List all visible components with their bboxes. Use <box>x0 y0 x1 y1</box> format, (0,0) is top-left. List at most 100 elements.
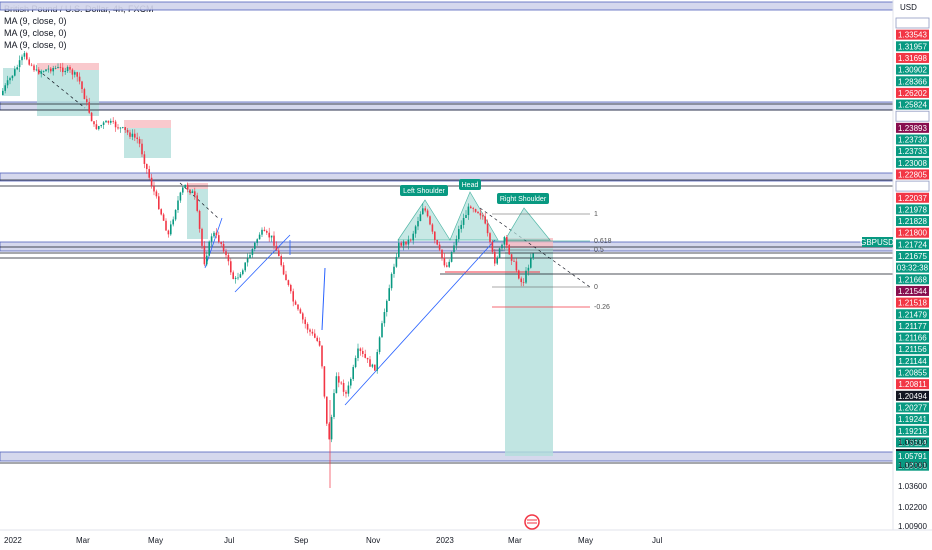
candle-body <box>62 67 64 73</box>
candle-body <box>460 224 462 230</box>
price-tag: 1.21166 <box>898 334 927 343</box>
candle-body <box>189 189 191 194</box>
candle-body <box>410 239 412 241</box>
trade-box-profit-1 <box>3 68 20 96</box>
price-tag: 1.21479 <box>898 310 927 319</box>
candle-body <box>69 67 71 70</box>
price-tag-bg <box>896 425 929 436</box>
price-ticks: 1.06500 1.05000 1.03600 1.02200 1.00900 <box>898 438 927 531</box>
trendline <box>204 217 223 269</box>
price-tag: 03:32:38 <box>897 264 929 273</box>
price-tag-bg <box>896 146 929 157</box>
candle-body <box>42 71 45 73</box>
price-tag-bg <box>895 110 930 122</box>
price-tag: 1.20494 <box>898 392 927 401</box>
candle-body <box>107 120 110 123</box>
candle-body <box>383 312 386 324</box>
candle-body <box>443 257 446 266</box>
candle-body <box>124 127 126 131</box>
time-tick-label: May <box>578 536 593 545</box>
candle-body <box>201 228 203 246</box>
candle-body <box>81 81 83 90</box>
candle-body <box>282 265 285 275</box>
candle-body <box>110 120 112 123</box>
indicator-ma-3[interactable]: MA (9, close, 0) <box>4 40 67 50</box>
candle-body <box>196 195 198 211</box>
candle-body <box>458 229 460 240</box>
broker-logo-icon[interactable] <box>524 514 540 530</box>
candle-body <box>206 255 208 265</box>
price-tag-bg <box>896 251 929 261</box>
fib-label-0618: 0.618 <box>594 238 612 245</box>
time-tick-label: Mar <box>508 536 522 545</box>
price-tag-bg <box>896 169 929 180</box>
price-tag: 1.21144 <box>898 357 927 366</box>
price-tag: 1.33837 <box>898 19 927 28</box>
candle-body <box>95 124 98 130</box>
price-tag-bg <box>896 274 929 285</box>
price-tag-bg <box>896 332 929 343</box>
candle-body <box>14 69 16 76</box>
right-shoulder-badge <box>497 193 549 204</box>
candle-body <box>160 209 162 215</box>
fib-label-0: 0 <box>594 284 598 291</box>
price-tag-bg <box>895 17 930 29</box>
dashed-projection <box>479 207 591 288</box>
candle-body <box>93 121 95 125</box>
candle-body <box>419 214 422 222</box>
indicator-ma-2[interactable]: MA (9, close, 0) <box>4 28 67 38</box>
candle-body <box>376 352 378 371</box>
candle-body <box>90 112 93 122</box>
candle-body <box>179 192 182 201</box>
candle-body <box>2 90 4 95</box>
price-tag-bg <box>896 320 929 331</box>
time-tick-label: Sep <box>294 536 309 545</box>
candle-body <box>374 364 376 371</box>
candle-body <box>501 244 503 249</box>
candle-body <box>530 258 532 268</box>
candle-body <box>30 64 33 66</box>
candle-body <box>311 331 314 334</box>
candle-body <box>222 243 225 252</box>
pattern-labels: Left Shoulder Head Right Shoulder <box>400 179 549 204</box>
candle-body <box>292 291 294 302</box>
price-tag-bg <box>896 216 929 227</box>
price-tag: 1.21518 <box>898 299 927 308</box>
candle-body <box>225 251 227 256</box>
candle-body <box>210 236 213 242</box>
indicator-ma-1[interactable]: MA (9, close, 0) <box>4 16 67 26</box>
candle-body <box>251 248 254 255</box>
symbol-tag-bg <box>862 237 893 247</box>
candle-body <box>122 127 124 128</box>
candle-body <box>446 265 448 267</box>
trendlines <box>37 69 591 406</box>
candle-body <box>119 127 122 129</box>
candle-body <box>369 359 371 367</box>
candle-body <box>256 239 258 243</box>
candle-body <box>23 53 26 57</box>
candle-body <box>184 184 186 188</box>
candle-body <box>465 215 467 218</box>
candle-body <box>112 120 114 122</box>
right-shoulder-shape <box>504 207 551 241</box>
candle-body <box>155 191 158 197</box>
price-tag: 1.33543 <box>898 31 927 40</box>
price-tag: 1.22037 <box>898 194 927 203</box>
price-tag: 1.21978 <box>898 205 927 214</box>
time-tick-label: Jul <box>652 536 662 545</box>
candle-body <box>412 233 414 241</box>
candle-body <box>35 69 38 71</box>
candle-body <box>220 242 222 244</box>
price-tag-bg <box>896 99 929 110</box>
candle-body <box>268 232 270 238</box>
price-tag-bg <box>896 52 929 63</box>
candle-body <box>318 340 321 346</box>
candle-body <box>28 59 30 65</box>
candle-body <box>364 353 366 358</box>
candles-layer <box>2 51 534 488</box>
candle-body <box>50 68 52 72</box>
candle-body <box>16 67 18 70</box>
trade-box-loss-2 <box>124 120 171 128</box>
candle-body <box>515 261 518 271</box>
